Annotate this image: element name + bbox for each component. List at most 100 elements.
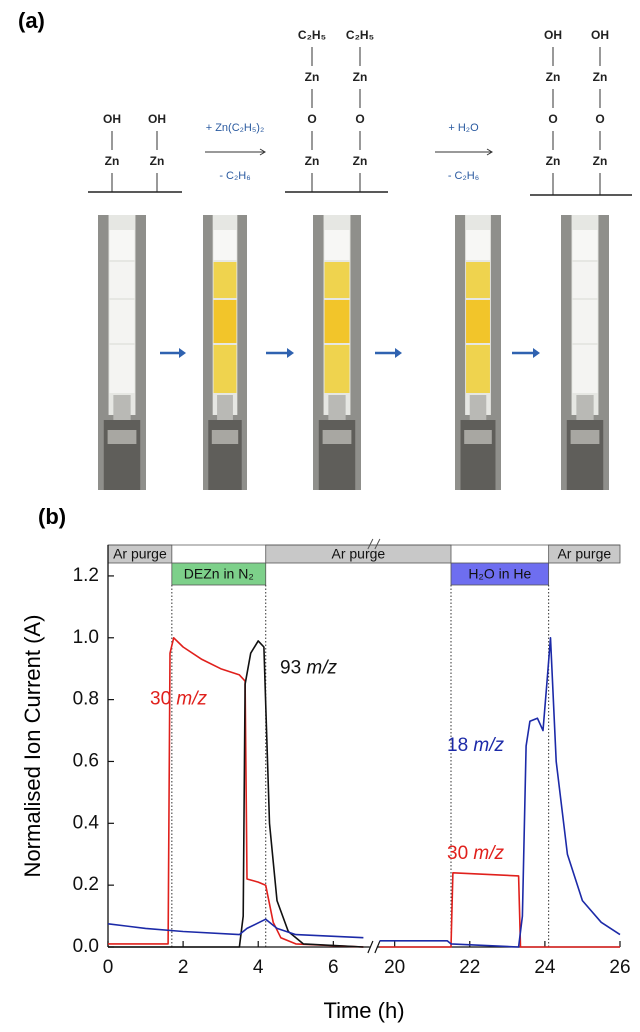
- atom-label: Zn: [305, 154, 320, 168]
- x-tick-label: 2: [178, 957, 189, 978]
- atom-label: OH: [544, 28, 562, 42]
- panel-b: Ar purge DEZn in N₂ Ar purge H₂O in He Ar pu…: [73, 538, 631, 978]
- y-tick-label: 0.4: [73, 812, 100, 833]
- axis-break: [374, 538, 381, 550]
- atom-label: Zn: [150, 154, 165, 168]
- atom-label: C₂H₅: [298, 28, 326, 42]
- x-tick-label: 24: [534, 957, 556, 978]
- x-tick-label: 6: [328, 957, 339, 978]
- phase-label: Ar purge: [332, 546, 386, 562]
- atom-label: OH: [591, 28, 609, 42]
- series-line: [107, 637, 621, 948]
- packing: [324, 230, 350, 260]
- y-tick-label: 1.2: [73, 565, 99, 586]
- atom-label: OH: [148, 112, 166, 126]
- panel-a: OH Zn OH Zn C₂H₅ Zn O Zn C₂H₅ Zn O Zn OH Zn O Zn OH Zn O Zn…: [88, 28, 632, 490]
- atom-label: OH: [103, 112, 121, 126]
- y-tick-label: 0.6: [73, 750, 99, 771]
- axis-break: [374, 940, 381, 954]
- phase-label: DEZn in N₂: [184, 566, 254, 582]
- arrow-head: [533, 348, 540, 358]
- packing: [572, 300, 598, 343]
- packing: [466, 262, 490, 298]
- atom-label: Zn: [546, 154, 561, 168]
- atom-label: Zn: [546, 70, 561, 84]
- atom-label: Zn: [353, 154, 368, 168]
- packing: [572, 262, 598, 298]
- x-tick-label: 4: [253, 957, 264, 978]
- series-label: 93 m/z: [280, 658, 338, 679]
- packing: [572, 345, 598, 393]
- axis-break: [367, 940, 374, 954]
- packing: [109, 230, 135, 260]
- reagent: + H₂O: [448, 122, 479, 134]
- packing: [324, 300, 350, 343]
- packing: [213, 230, 237, 260]
- fitting: [570, 430, 600, 444]
- y-tick-label: 1.0: [73, 627, 99, 648]
- series-line: [108, 640, 364, 948]
- phase-bar: [450, 562, 550, 586]
- panel-label: (b): [38, 504, 66, 529]
- packing: [109, 345, 135, 393]
- phase-bar: [171, 562, 267, 586]
- atom-label: O: [307, 112, 316, 126]
- atom-label: Zn: [305, 70, 320, 84]
- fitting: [211, 430, 239, 444]
- fitting: [322, 430, 352, 444]
- fitting: [328, 395, 346, 420]
- fitting: [217, 395, 233, 420]
- fitting: [469, 395, 487, 420]
- packing: [213, 262, 237, 298]
- packing: [466, 345, 490, 393]
- arrow-head: [486, 148, 493, 156]
- fitting: [464, 430, 492, 444]
- byproduct: - C₂H₆: [448, 170, 479, 182]
- x-axis-label: Time (h): [323, 998, 404, 1023]
- packing: [466, 300, 490, 343]
- phase-label: Ar purge: [113, 546, 167, 562]
- x-tick-label: 26: [609, 957, 630, 978]
- atom-label: Zn: [593, 70, 608, 84]
- y-tick-label: 0.8: [73, 689, 99, 710]
- y-tick-label: 0.2: [73, 874, 99, 895]
- arrow-head: [287, 348, 294, 358]
- y-axis-label: Normalised Ion Current (A): [20, 615, 45, 878]
- annotation: 30 m/z: [447, 843, 505, 864]
- phase-label: H₂O in He: [468, 566, 531, 582]
- packing: [466, 230, 490, 260]
- axis-break: [367, 538, 374, 550]
- packing: [109, 300, 135, 343]
- packing: [213, 300, 237, 343]
- packing: [213, 345, 237, 393]
- series-line: [108, 637, 620, 948]
- packing: [572, 230, 598, 260]
- series-label: 30 m/z: [150, 689, 208, 710]
- packing: [109, 262, 135, 298]
- fitting: [113, 395, 131, 420]
- arrow-head: [259, 148, 266, 156]
- arrow-head: [179, 348, 186, 358]
- x-tick-label: 20: [384, 957, 405, 978]
- atom-label: O: [548, 112, 557, 126]
- phase-label: Ar purge: [557, 546, 611, 562]
- atom-label: Zn: [105, 154, 120, 168]
- arrow-head: [395, 348, 402, 358]
- atom-label: Zn: [593, 154, 608, 168]
- y-tick-label: 0.0: [73, 936, 99, 957]
- packing: [324, 262, 350, 298]
- reagent: + Zn(C₂H₅)₂: [206, 122, 265, 134]
- x-tick-label: 22: [459, 957, 480, 978]
- packing: [324, 345, 350, 393]
- fitting: [576, 395, 594, 420]
- byproduct: - C₂H₆: [219, 170, 250, 182]
- series-label: 18 m/z: [447, 735, 505, 756]
- atom-label: Zn: [353, 70, 368, 84]
- panel-label: (a): [18, 8, 45, 33]
- x-tick-label: 0: [103, 957, 114, 978]
- fitting: [107, 430, 137, 444]
- atom-label: O: [595, 112, 604, 126]
- atom-label: O: [355, 112, 364, 126]
